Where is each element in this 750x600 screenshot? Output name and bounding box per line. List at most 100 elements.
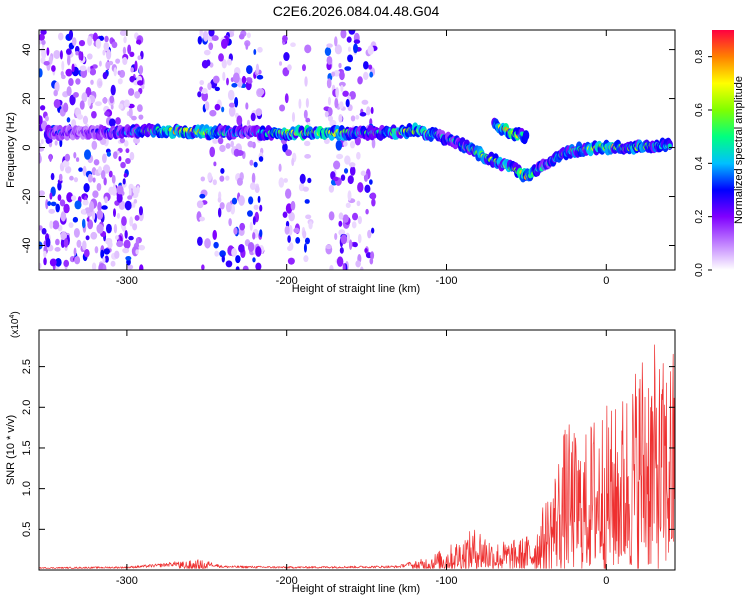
noise-band-2-speck-4 <box>303 109 308 119</box>
noise-band-3-speck-132 <box>370 106 374 114</box>
noise-band-0-speck-405 <box>101 170 106 180</box>
noise-band-3-speck-112 <box>347 54 354 63</box>
noise-band-1-speck-64 <box>232 72 240 84</box>
ridge-core-433 <box>667 143 672 149</box>
noise-band-1-speck-49 <box>247 210 253 217</box>
noise-band-1-speck-71 <box>225 260 233 268</box>
noise-band-0-speck-193 <box>131 115 137 121</box>
noise-band-1-speck-133 <box>245 102 249 110</box>
noise-band-3-speck-11 <box>361 99 369 105</box>
noise-band-3-speck-81 <box>369 257 374 265</box>
noise-band-2-speck-8 <box>303 255 309 263</box>
noise-band-0-speck-124 <box>138 114 144 120</box>
noise-band-2-speck-42 <box>299 173 306 184</box>
noise-band-0-speck-298 <box>139 264 144 270</box>
noise-band-1-speck-72 <box>234 96 239 108</box>
noise-band-1-speck-26 <box>220 168 225 174</box>
noise-band-2-speck-51 <box>283 52 290 62</box>
noise-band-0-speck-164 <box>105 49 112 60</box>
noise-band-1-speck-120 <box>253 49 257 55</box>
noise-band-0-speck-377 <box>92 177 96 183</box>
noise-band-3-speck-133 <box>357 76 363 85</box>
noise-band-3-speck-149 <box>336 153 344 160</box>
snr-scale-suffix: ) <box>10 311 21 314</box>
noise-band-2-speck-22 <box>282 67 290 77</box>
noise-band-0-speck-60 <box>136 104 143 113</box>
noise-band-3-speck-117 <box>329 264 334 270</box>
noise-band-2-speck-21 <box>284 188 292 199</box>
noise-band-0-speck-245 <box>52 220 60 230</box>
noise-band-2-speck-53 <box>282 211 288 218</box>
noise-band-1-speck-109 <box>214 103 221 111</box>
noise-band-0-speck-411 <box>110 84 116 96</box>
noise-band-0-speck-261 <box>74 200 82 210</box>
noise-band-0-speck-295 <box>108 186 115 195</box>
noise-band-0-speck-389 <box>63 259 70 268</box>
noise-band-3-speck-64 <box>366 106 371 116</box>
noise-band-3-speck-39 <box>334 44 342 55</box>
noise-band-2-speck-33 <box>293 227 300 234</box>
noise-band-3-speck-128 <box>333 160 341 170</box>
noise-band-3-speck-152 <box>332 176 339 182</box>
noise-band-3-speck-33 <box>363 71 369 81</box>
noise-band-2-speck-3 <box>304 76 308 87</box>
noise-band-1-speck-129 <box>253 204 259 211</box>
noise-band-0-speck-213 <box>118 103 124 110</box>
spectrogram-frame <box>38 29 676 271</box>
noise-band-3-speck-145 <box>343 168 349 174</box>
noise-band-0-speck-356 <box>97 166 103 174</box>
noise-band-3-speck-108 <box>328 184 335 193</box>
noise-band-0-speck-374 <box>117 70 121 76</box>
noise-band-0-speck-325 <box>99 35 105 41</box>
noise-band-2-speck-30 <box>302 230 307 239</box>
noise-band-3-speck-46 <box>356 151 361 160</box>
noise-band-2-speck-6 <box>303 243 307 253</box>
noise-band-0-speck-348 <box>62 102 69 113</box>
noise-band-2-speck-39 <box>287 257 295 265</box>
noise-band-0-speck-293 <box>129 75 136 83</box>
noise-band-3-speck-96 <box>367 229 372 239</box>
noise-band-1-speck-143 <box>228 218 232 227</box>
noise-band-3-speck-126 <box>347 46 351 52</box>
noise-band-0-speck-379 <box>71 63 75 73</box>
noise-band-3-speck-16 <box>338 220 343 227</box>
noise-band-0-speck-255 <box>58 173 63 182</box>
noise-band-1-speck-144 <box>246 79 253 84</box>
colorbar-tick-label-4: 0.8 <box>694 49 705 63</box>
noise-band-0-speck-275 <box>105 61 111 70</box>
noise-band-0-speck-355 <box>73 247 77 256</box>
noise-band-0-speck-137 <box>39 33 45 41</box>
noise-band-0-speck-375 <box>127 195 133 200</box>
noise-band-0-speck-268 <box>106 151 112 157</box>
snr-x-axis-label: Height of straight line (km) <box>292 583 420 595</box>
noise-band-1-speck-158 <box>236 150 244 156</box>
noise-band-0-speck-360 <box>101 205 108 210</box>
noise-band-0-speck-332 <box>113 182 116 193</box>
noise-band-0-speck-269 <box>122 247 130 254</box>
top-y-tick-label-4: 40 <box>21 43 33 55</box>
noise-band-3-speck-131 <box>340 234 348 245</box>
noise-band-0-speck-258 <box>49 258 57 267</box>
noise-band-1-speck-137 <box>199 79 205 86</box>
spectrogram-x-axis-label: Height of straight line (km) <box>292 283 420 295</box>
noise-band-3-speck-37 <box>348 30 356 35</box>
noise-band-0-speck-279 <box>83 183 90 193</box>
noise-band-3-speck-34 <box>345 202 351 209</box>
noise-band-3-speck-88 <box>360 170 366 176</box>
noise-band-3-speck-144 <box>342 262 346 270</box>
noise-band-0-speck-413 <box>63 238 69 248</box>
noise-band-0-speck-236 <box>107 240 113 249</box>
noise-band-1-speck-79 <box>212 179 217 186</box>
noise-band-0-speck-107 <box>124 230 128 239</box>
noise-band-1-speck-142 <box>217 137 224 145</box>
noise-band-0-speck-114 <box>82 165 87 177</box>
noise-band-1-speck-96 <box>252 232 256 240</box>
noise-band-3-speck-103 <box>326 55 333 65</box>
noise-band-0-speck-274 <box>113 208 116 218</box>
noise-band-1-speck-3 <box>209 146 216 158</box>
noise-band-0-speck-350 <box>74 256 81 265</box>
noise-band-0-speck-305 <box>68 30 74 40</box>
noise-band-3-speck-95 <box>327 115 333 122</box>
